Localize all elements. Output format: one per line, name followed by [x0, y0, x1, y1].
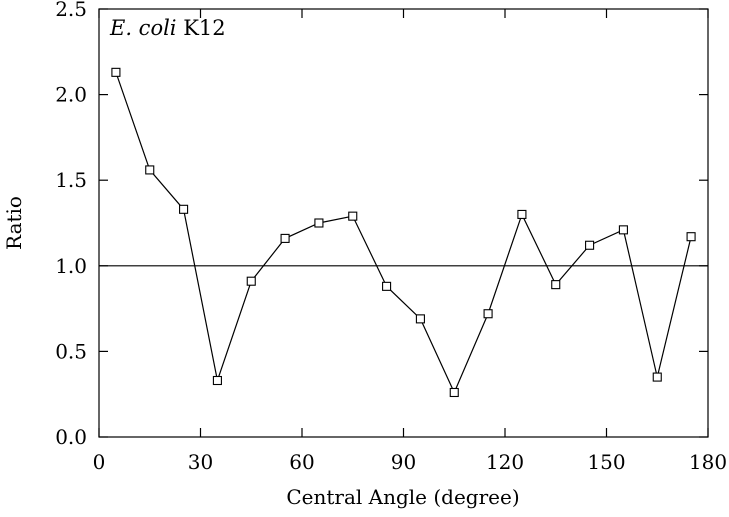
y-tick-label: 0.0: [55, 425, 87, 449]
annotation-normal: K12: [177, 16, 226, 40]
data-point: [551, 280, 561, 290]
x-tick-label: 90: [391, 450, 416, 474]
data-point: [246, 276, 256, 286]
y-axis-label: Ratio: [2, 196, 26, 250]
y-tick-labels: 0.0 0.5 1.0 1.5 2.0 2.5: [55, 0, 87, 449]
data-point: [212, 375, 222, 386]
data-point: [145, 165, 155, 175]
y-tick-label: 1.0: [55, 254, 87, 278]
x-tick-label: 120: [486, 450, 524, 474]
x-tick-label: 150: [587, 450, 625, 474]
data-point: [314, 218, 324, 228]
annotation-italic: E. coli: [109, 16, 177, 40]
y-tick-label: 2.5: [55, 0, 87, 21]
data-point: [382, 281, 392, 291]
data-point: [686, 232, 696, 242]
x-axis-label: Central Angle (degree): [286, 485, 519, 509]
y-tick-label: 2.0: [55, 83, 87, 107]
data-point: [652, 372, 662, 382]
x-tick-label: 60: [289, 450, 314, 474]
data-point: [517, 209, 527, 219]
data-point: [585, 240, 595, 250]
x-tick-label: 30: [188, 450, 213, 474]
plot-frame: [98, 8, 709, 438]
x-tick-labels: 0 30 60 90 120 150 180: [93, 450, 727, 474]
annotation: E. coli K12: [109, 16, 226, 40]
series-line: [115, 72, 692, 394]
data-point: [618, 225, 628, 235]
y-tick-label: 0.5: [55, 339, 87, 363]
ticks: [98, 8, 709, 438]
x-tick-label: 0: [93, 450, 106, 474]
series-markers: [111, 67, 696, 398]
data-point: [415, 314, 425, 324]
data-point: [111, 67, 121, 77]
y-tick-label: 1.5: [55, 168, 87, 192]
x-tick-label: 180: [689, 450, 727, 474]
data-point: [449, 387, 459, 398]
data-point: [280, 233, 290, 243]
data-point: [483, 309, 493, 319]
data-point: [348, 211, 358, 221]
data-point: [179, 204, 189, 214]
